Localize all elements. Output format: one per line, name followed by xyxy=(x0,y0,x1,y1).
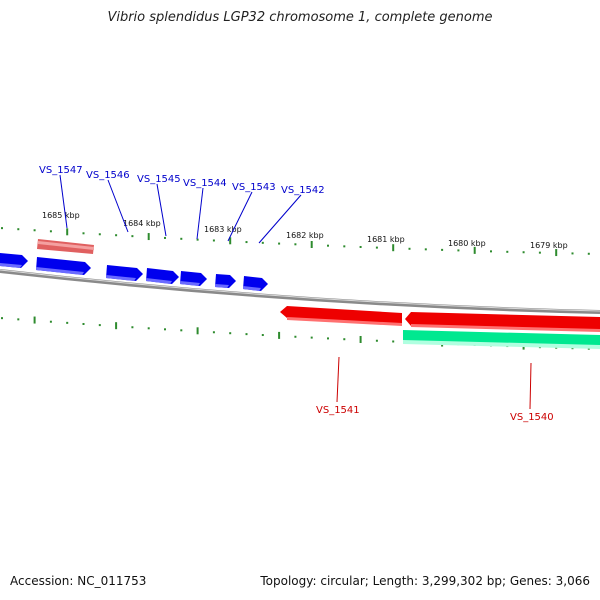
scale-minor-tick xyxy=(327,244,329,247)
chromosome-backbone-highlight xyxy=(0,269,600,312)
gene-vs-1547[interactable] xyxy=(37,239,94,254)
scale-label-1679: 1679 kbp xyxy=(530,241,568,250)
gene-vs-1540-alt[interactable] xyxy=(403,330,600,349)
scale-minor-tick xyxy=(49,230,52,233)
scale-label-1684: 1684 kbp xyxy=(123,219,161,228)
scale-major-tick xyxy=(115,322,118,330)
scale-minor-tick xyxy=(408,247,411,250)
scale-minor-tick xyxy=(375,246,378,249)
scale-minor-tick xyxy=(82,232,85,235)
scale-major-tick xyxy=(147,233,150,241)
scale-minor-tick xyxy=(245,333,248,336)
gene-label-vs-1544[interactable]: VS_1544 xyxy=(183,178,227,189)
scale-minor-tick xyxy=(343,245,346,248)
gene-label-vs-1542[interactable]: VS_1542 xyxy=(281,185,325,196)
scale-major-tick xyxy=(555,249,558,257)
scale-major-tick xyxy=(359,335,362,343)
scale-major-tick xyxy=(66,228,69,236)
scale-minor-tick xyxy=(66,321,69,324)
scale-minor-tick xyxy=(310,336,313,339)
scale-label-1680: 1680 kbp xyxy=(448,239,486,248)
scale-minor-tick xyxy=(17,318,20,321)
gene-label-vs-1546[interactable]: VS_1546 xyxy=(86,170,130,181)
scale-minor-tick xyxy=(441,248,444,251)
scale-major-tick xyxy=(33,316,36,324)
scale-minor-tick xyxy=(180,329,183,332)
reverse-genes xyxy=(280,306,600,349)
gene-vs-1546[interactable] xyxy=(36,257,91,275)
map-title: Vibrio splendidus LGP32 chromosome 1, co… xyxy=(107,10,493,25)
scale-label-1682: 1682 kbp xyxy=(286,231,324,240)
scale-minor-tick xyxy=(327,337,329,340)
scale-label-1681: 1681 kbp xyxy=(367,235,405,244)
scale-major-tick xyxy=(229,237,232,245)
scale-track-outer xyxy=(1,227,590,257)
scale-minor-tick xyxy=(1,227,3,230)
scale-major-tick xyxy=(392,244,395,252)
scale-minor-tick xyxy=(261,241,264,244)
gene-vs-1548[interactable] xyxy=(0,253,28,268)
scale-minor-tick xyxy=(392,340,395,343)
scale-minor-tick xyxy=(33,229,36,232)
gene-vs-1544[interactable] xyxy=(146,268,179,284)
scale-minor-tick xyxy=(261,334,264,337)
gene-label-vs-1541[interactable]: VS_1541 xyxy=(316,405,360,416)
scale-minor-tick xyxy=(506,250,509,253)
scale-label-1685: 1685 kbp xyxy=(42,211,80,220)
scale-minor-tick xyxy=(49,320,52,323)
chromosome-backbone xyxy=(0,269,600,314)
scale-minor-tick xyxy=(522,251,525,254)
scale-minor-tick xyxy=(571,252,574,255)
scale-minor-tick xyxy=(164,328,166,331)
scale-minor-tick xyxy=(359,245,362,248)
gene-label-vs-1543[interactable]: VS_1543 xyxy=(232,182,276,193)
scale-major-tick xyxy=(310,241,313,249)
scale-minor-tick xyxy=(131,326,134,329)
gene-vs-1542[interactable] xyxy=(243,276,268,291)
scale-minor-tick xyxy=(212,331,215,334)
gene-vs-1542a[interactable] xyxy=(215,274,236,288)
scale-minor-tick xyxy=(229,332,232,335)
scale-minor-tick xyxy=(343,338,346,341)
scale-minor-tick xyxy=(98,324,101,327)
gene-vs-1545[interactable] xyxy=(106,265,143,281)
scale-minor-tick xyxy=(212,239,215,242)
scale-minor-tick xyxy=(245,241,248,244)
scale-minor-tick xyxy=(375,339,378,342)
scale-minor-tick xyxy=(294,335,297,338)
gene-label-vs-1540[interactable]: VS_1540 xyxy=(510,412,554,423)
scale-minor-tick xyxy=(17,228,20,231)
scale-minor-tick xyxy=(587,252,590,255)
scale-minor-tick xyxy=(457,249,460,252)
gene-vs-1543[interactable] xyxy=(180,271,207,286)
scale-minor-tick xyxy=(164,236,166,239)
scale-minor-tick xyxy=(490,250,492,253)
scale-major-tick xyxy=(278,331,281,339)
scale-minor-tick xyxy=(115,234,118,237)
gene-label-vs-1545[interactable]: VS_1545 xyxy=(137,174,181,185)
scale-minor-tick xyxy=(180,237,183,240)
gene-vs-1540[interactable] xyxy=(405,312,600,332)
top-leader-lines xyxy=(59,174,302,244)
genome-summary-text: Topology: circular; Length: 3,299,302 bp… xyxy=(260,574,590,588)
bottom-leader-lines xyxy=(336,356,532,410)
scale-label-1683: 1683 kbp xyxy=(204,225,242,234)
scale-minor-tick xyxy=(1,317,3,320)
scale-major-tick xyxy=(196,327,199,335)
gene-vs-1541[interactable] xyxy=(280,306,402,326)
scale-minor-tick xyxy=(294,243,297,246)
scale-minor-tick xyxy=(538,251,541,254)
scale-minor-tick xyxy=(98,233,101,236)
gene-label-vs-1547[interactable]: VS_1547 xyxy=(39,165,83,176)
scale-minor-tick xyxy=(196,238,199,241)
scale-minor-tick xyxy=(278,242,281,245)
scale-minor-tick xyxy=(147,327,150,330)
scale-major-tick xyxy=(473,246,476,254)
scale-minor-tick xyxy=(131,235,134,238)
scale-minor-tick xyxy=(424,248,427,251)
scale-minor-tick xyxy=(82,322,85,325)
accession-text: Accession: NC_011753 xyxy=(10,574,147,588)
forward-genes xyxy=(0,239,268,291)
